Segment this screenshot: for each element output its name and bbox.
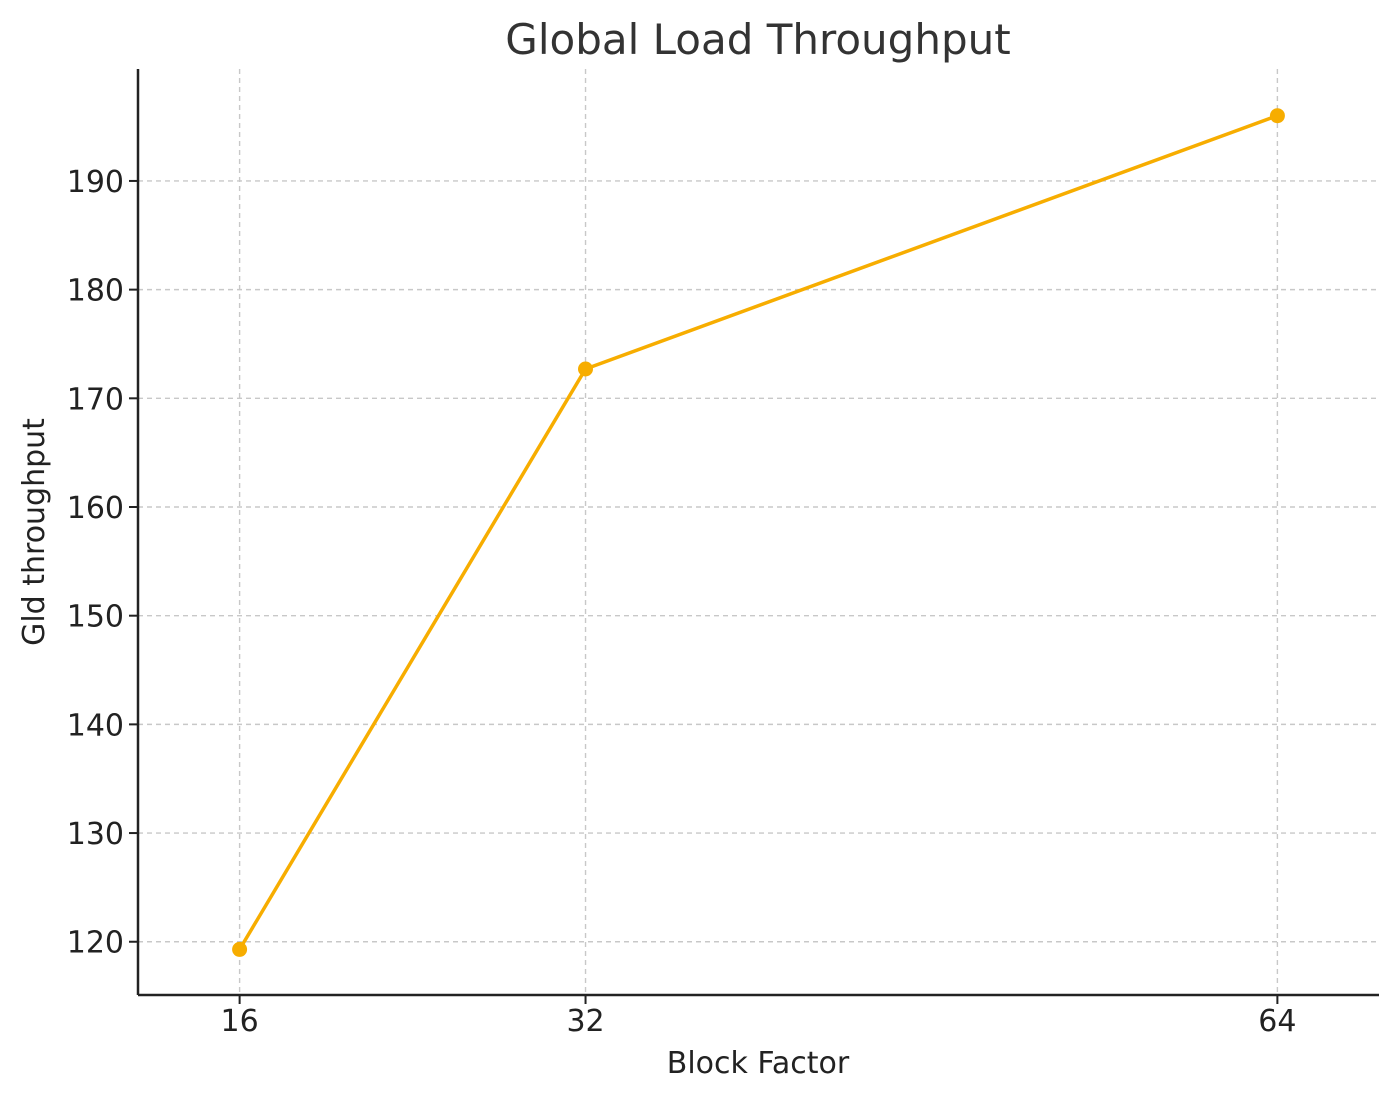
series-line	[237, 113, 1280, 952]
x-tick-label: 64	[1258, 1004, 1296, 1039]
chart-title: Global Load Throughput	[505, 15, 1010, 64]
grid-lines	[138, 69, 1379, 995]
data-point	[578, 361, 593, 377]
y-tick-label: 140	[67, 708, 124, 743]
x-tick-label: 32	[566, 1004, 604, 1039]
series-layer	[232, 108, 1285, 957]
y-tick-label: 130	[67, 817, 124, 852]
y-tick-label: 160	[67, 491, 124, 526]
tick-marks: 120 130 140 150 160 170 180 190 16 32 64	[67, 165, 1297, 1039]
x-axis-label: Block Factor	[667, 1046, 850, 1081]
y-tick-label: 120	[67, 926, 124, 961]
data-point	[1269, 108, 1285, 124]
y-tick-label: 180	[67, 274, 124, 309]
y-tick-label: 190	[67, 165, 124, 200]
y-axis-label: Gld throughput	[17, 418, 52, 646]
x-tick-label: 16	[221, 1004, 259, 1039]
axes	[136, 69, 1379, 997]
y-tick-label: 170	[67, 382, 124, 417]
data-point	[232, 941, 248, 957]
y-tick-label: 150	[67, 600, 124, 635]
